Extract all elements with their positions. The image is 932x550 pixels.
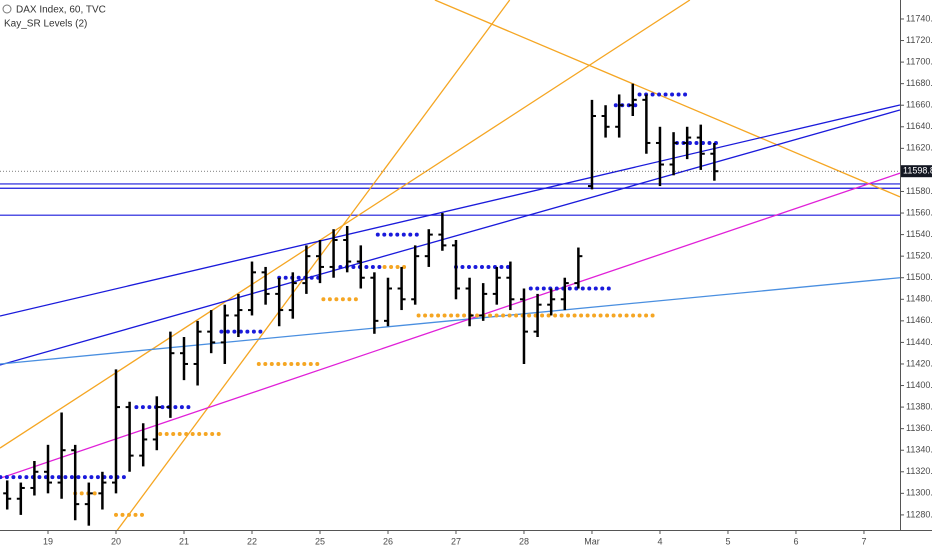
y-tick-label: 11480.0 — [906, 294, 932, 304]
y-tick-label: 11620.0 — [906, 143, 932, 153]
chart-title: DAX Index, 60, TVC — [16, 5, 106, 16]
clip-group — [0, 0, 900, 530]
trend-line — [434, 0, 900, 198]
y-tick-label: 11460.0 — [906, 315, 932, 325]
y-tick-label: 11400.0 — [906, 380, 932, 390]
trend-line — [0, 277, 900, 365]
x-tick-label: 27 — [451, 536, 461, 546]
x-tick-label: 25 — [315, 536, 325, 546]
x-tick-label: 26 — [383, 536, 393, 546]
y-tick-label: 11520.0 — [906, 251, 932, 261]
last-price-label: 11598.8 — [903, 166, 932, 176]
y-tick-label: 11560.0 — [906, 207, 932, 217]
x-tick-label: 4 — [657, 536, 662, 546]
y-tick-label: 11720.0 — [906, 35, 932, 45]
trend-line — [0, 104, 900, 317]
x-tick-label: 20 — [111, 536, 121, 546]
y-tick-label: 11440.0 — [906, 337, 932, 347]
y-tick-label: 11320.0 — [906, 466, 932, 476]
plot-area — [0, 0, 900, 530]
y-tick-label: 11540.0 — [906, 229, 932, 239]
x-tick-label: 22 — [247, 536, 257, 546]
trend-line — [0, 109, 900, 366]
last-price-box — [901, 165, 932, 178]
y-tick-label: 11680.0 — [906, 78, 932, 88]
x-tick-label: 5 — [725, 536, 730, 546]
y-tick-label: 11420.0 — [906, 358, 932, 368]
y-tick-label: 11740.0 — [906, 13, 932, 23]
y-tick-label: 11500.0 — [906, 272, 932, 282]
x-tick-label: 28 — [519, 536, 529, 546]
y-tick-label: 11640.0 — [906, 121, 932, 131]
y-tick-label: 11660.0 — [906, 100, 932, 110]
y-tick-label: 11700.0 — [906, 56, 932, 66]
x-tick-label: Mar — [584, 536, 600, 546]
y-tick-label: 11580.0 — [906, 186, 932, 196]
symbol-icon[interactable] — [2, 4, 12, 14]
y-tick-label: 11340.0 — [906, 445, 932, 455]
indicator-name: Kay_SR Levels (2) — [4, 19, 87, 30]
x-tick-label: 19 — [43, 536, 53, 546]
y-tick-label: 11280.0 — [906, 509, 932, 519]
trend-line — [116, 0, 511, 530]
x-tick-label: 21 — [179, 536, 189, 546]
y-tick-label: 11300.0 — [906, 488, 932, 498]
y-tick-label: 11380.0 — [906, 401, 932, 411]
y-tick-label: 11360.0 — [906, 423, 932, 433]
x-tick-label: 7 — [861, 536, 866, 546]
x-tick-label: 6 — [793, 536, 798, 546]
trend-line — [0, 172, 900, 479]
